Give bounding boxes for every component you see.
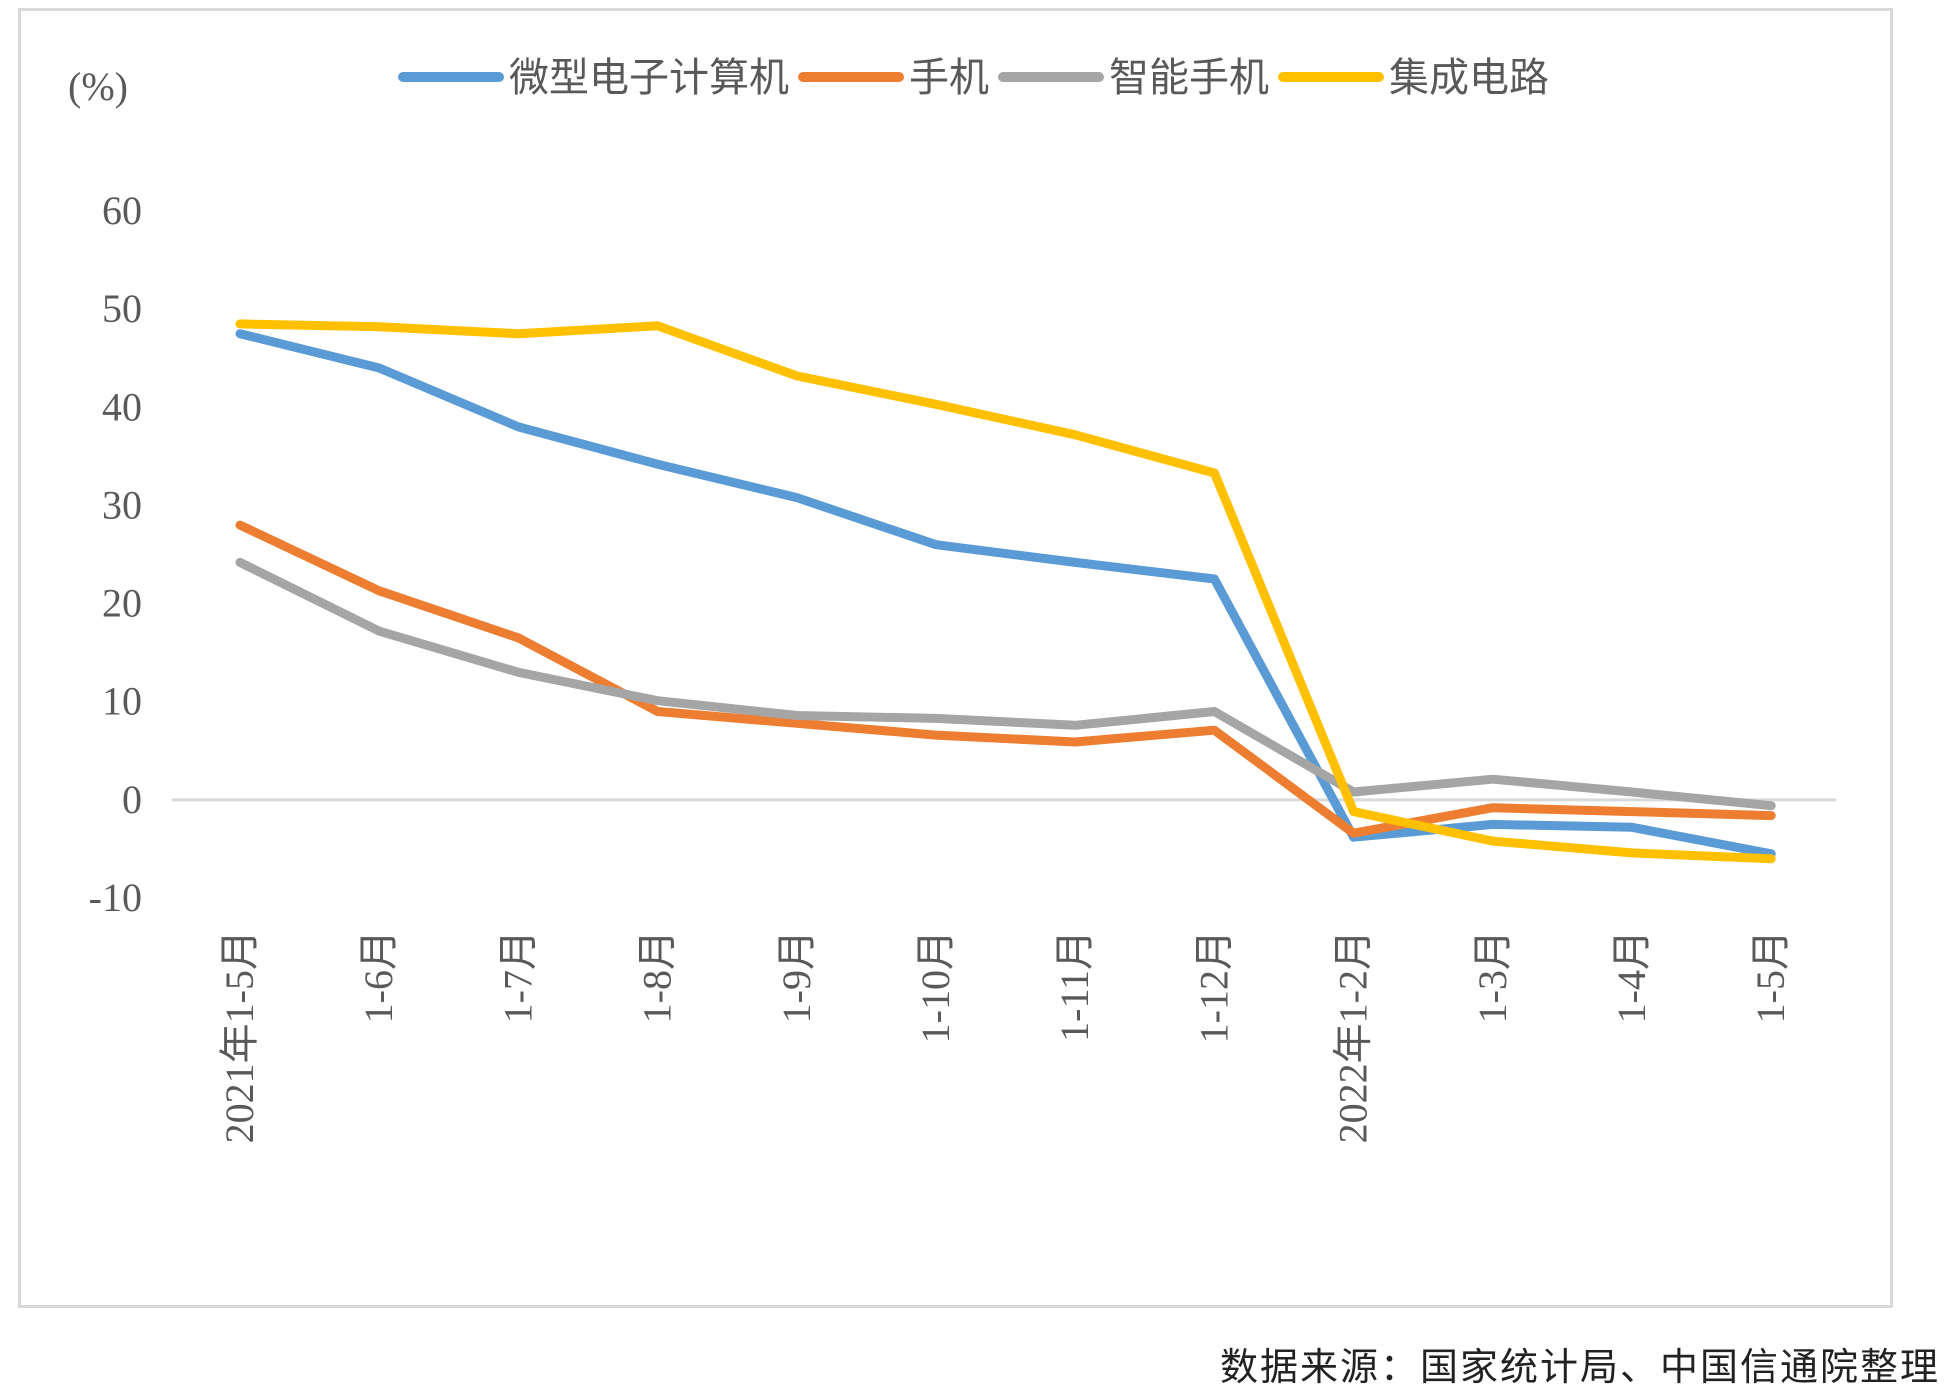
x-tick-label: 1-3月: [1470, 930, 1515, 1023]
series-line: [235, 329, 1776, 859]
x-tick-label: 1-12月: [1191, 930, 1236, 1043]
x-tick-label: 2021年1-5月: [217, 930, 262, 1143]
series-line: [235, 520, 1776, 838]
y-tick-label: 60: [102, 188, 142, 233]
chart-frame: [18, 8, 1893, 1308]
series-line: [235, 319, 1776, 864]
x-tick-label: 1-11月: [1052, 930, 1097, 1042]
x-tick-label: 1-6月: [356, 930, 401, 1023]
x-tick-label: 1-5月: [1748, 930, 1793, 1023]
x-tick-label: 1-9月: [774, 930, 819, 1023]
x-tick-label: 1-10月: [913, 930, 958, 1043]
chart-legend: 微型电子计算机 手机 智能手机 集成电路: [398, 55, 1549, 101]
legend-label: 集成电路: [1389, 55, 1549, 101]
y-tick-label: 30: [102, 482, 142, 527]
x-tick-label: 1-7月: [495, 930, 540, 1023]
x-axis-ticks: 2021年1-5月 1-6月 1-7月 1-8月 1-9月 1-10月 1-11月 1-12月…: [217, 930, 1793, 1143]
legend-label: 手机: [909, 55, 989, 101]
x-tick-label: 1-4月: [1609, 930, 1654, 1023]
series-lines: [235, 319, 1776, 864]
x-tick-label: 1-8月: [635, 930, 680, 1023]
y-tick-label: 20: [102, 581, 142, 626]
x-tick-label: 2022年1-2月: [1331, 930, 1376, 1143]
y-tick-label: 10: [102, 679, 142, 724]
y-tick-label: 50: [102, 286, 142, 331]
source-note: 数据来源：国家统计局、中国信通院整理: [1219, 1345, 1940, 1389]
series-line: [235, 557, 1776, 811]
y-tick-label: -10: [89, 875, 142, 920]
y-tick-label: 0: [122, 777, 142, 822]
y-axis-ticks: 60 50 40 30 20 10 0 -10: [89, 188, 142, 920]
y-tick-label: 40: [102, 384, 142, 429]
y-axis-unit-label: (%): [68, 64, 128, 109]
legend-label: 微型电子计算机: [509, 55, 789, 101]
legend-label: 智能手机: [1109, 55, 1269, 101]
